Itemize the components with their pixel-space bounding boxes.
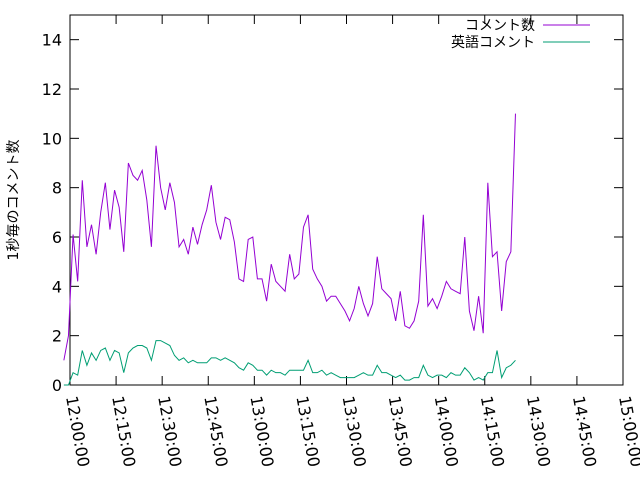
series-line-0 bbox=[63, 113, 516, 361]
legend-label-1: 英語コメント bbox=[451, 34, 535, 51]
x-tick-label-7: 13:45:00 bbox=[385, 394, 416, 468]
x-tick-label-11: 14:45:00 bbox=[569, 394, 600, 468]
series-layer bbox=[63, 113, 516, 386]
x-tick-label-0: 12:00:00 bbox=[62, 394, 93, 468]
y-axis-label: 1秒毎のコメント数 bbox=[6, 140, 22, 261]
y-tick-label-7: 14 bbox=[42, 31, 62, 50]
y-tick-label-1: 2 bbox=[52, 327, 62, 346]
y-tick-label-2: 4 bbox=[52, 277, 62, 296]
x-tick-label-10: 14:30:00 bbox=[523, 394, 554, 468]
legend-label-0: コメント数 bbox=[465, 18, 535, 34]
x-tick-label-8: 14:00:00 bbox=[431, 394, 462, 468]
y-tick-label-4: 8 bbox=[52, 179, 62, 198]
x-tick-label-3: 12:45:00 bbox=[200, 394, 231, 468]
y-axis: 0 2 4 6 8 10 12 14 bbox=[42, 31, 623, 395]
x-tick-label-9: 14:15:00 bbox=[477, 394, 508, 468]
y-tick-label-6: 12 bbox=[42, 80, 62, 99]
y-tick-label-3: 6 bbox=[52, 228, 62, 247]
x-tick-label-5: 13:15:00 bbox=[292, 394, 323, 468]
x-tick-label-6: 13:30:00 bbox=[339, 394, 370, 468]
y-tick-label-0: 0 bbox=[52, 376, 62, 395]
x-tick-label-12: 15:00:00 bbox=[615, 394, 640, 468]
x-tick-label-4: 13:00:00 bbox=[246, 394, 277, 468]
x-tick-label-1: 12:15:00 bbox=[108, 394, 139, 468]
x-tick-label-2: 12:30:00 bbox=[154, 394, 185, 468]
legend: コメント数 英語コメント bbox=[451, 18, 590, 51]
y-tick-label-5: 10 bbox=[42, 129, 62, 148]
x-axis: 12:00:00 12:15:00 12:30:00 12:45:00 13:00:00… bbox=[62, 15, 640, 468]
plot-frame bbox=[69, 14, 624, 386]
series-line-1 bbox=[63, 340, 516, 386]
